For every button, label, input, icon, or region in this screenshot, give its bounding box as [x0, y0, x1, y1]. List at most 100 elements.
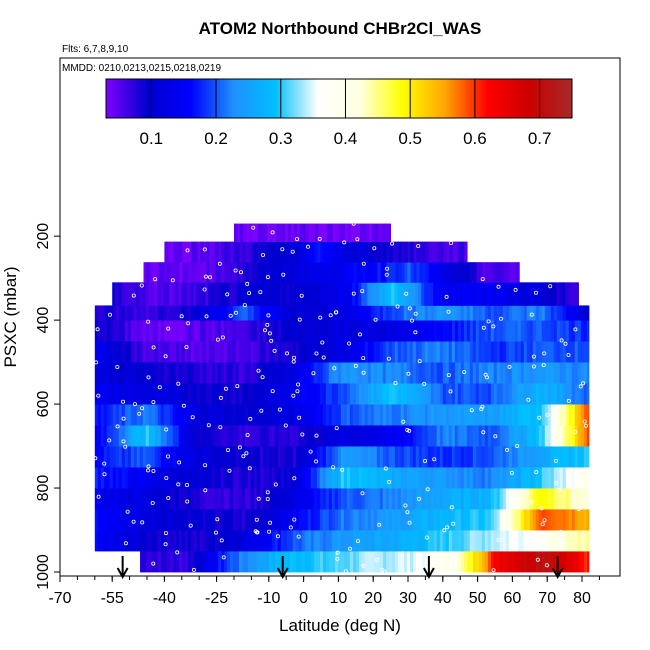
heatmap-cell: [491, 262, 495, 283]
heatmap: [94, 223, 590, 573]
heatmap-cell: [364, 362, 369, 384]
heatmap-cell: [223, 467, 228, 489]
sample-point: [166, 495, 171, 500]
heatmap-cell: [439, 282, 443, 306]
sample-point: [405, 427, 410, 432]
heatmap-cell: [367, 341, 372, 363]
heatmap-cell: [301, 488, 306, 510]
heatmap-cell: [493, 282, 497, 306]
heatmap-cell: [259, 383, 264, 405]
heatmap-cell: [340, 282, 344, 306]
heatmap-cell: [451, 341, 456, 363]
heatmap-cell: [523, 362, 528, 384]
heatmap-cell: [469, 509, 474, 531]
heatmap-cell: [521, 551, 525, 573]
heatmap-cell: [302, 262, 306, 283]
heatmap-cell: [361, 404, 366, 426]
heatmap-cell: [325, 305, 330, 321]
heatmap-cell: [187, 488, 192, 510]
sample-point: [496, 537, 501, 542]
heatmap-cell: [130, 320, 135, 342]
heatmap-cell: [583, 488, 588, 510]
heatmap-cell: [359, 241, 363, 263]
heatmap-cell: [586, 446, 590, 468]
heatmap-cell: [286, 509, 291, 531]
sample-point: [218, 425, 223, 430]
sample-point: [176, 482, 181, 487]
heatmap-cell: [259, 467, 264, 489]
heatmap-cell: [127, 362, 132, 384]
heatmap-cell: [553, 467, 558, 489]
heatmap-cell: [367, 383, 372, 405]
heatmap-cell: [418, 530, 423, 552]
sample-point: [407, 306, 412, 311]
heatmap-cell: [124, 341, 129, 363]
heatmap-cell: [286, 446, 291, 468]
heatmap-cell: [106, 362, 111, 384]
heatmap-cell: [316, 320, 321, 342]
heatmap-cell: [100, 425, 105, 447]
heatmap-cell: [395, 551, 399, 573]
heatmap-cell: [289, 383, 294, 405]
heatmap-cell: [368, 551, 372, 573]
heatmap-cell: [271, 446, 276, 468]
heatmap-cell: [190, 362, 195, 384]
heatmap-cell: [184, 509, 189, 531]
heatmap-cell: [466, 488, 471, 510]
heatmap-cell: [475, 467, 480, 489]
heatmap-cell: [196, 425, 201, 447]
heatmap-cell: [200, 262, 204, 283]
heatmap-cell: [526, 425, 531, 447]
heatmap-cell: [520, 425, 525, 447]
heatmap-cell: [310, 362, 315, 384]
heatmap-cell: [310, 509, 315, 531]
heatmap-cell: [334, 404, 339, 426]
heatmap-cell: [475, 446, 480, 468]
heatmap-cell: [181, 509, 186, 531]
heatmap-cell: [398, 551, 402, 573]
heatmap-cell: [364, 341, 369, 363]
heatmap-cell: [148, 320, 153, 342]
heatmap-cell: [391, 383, 396, 405]
sample-point: [204, 314, 209, 319]
heatmap-cell: [103, 425, 108, 447]
heatmap-cell: [391, 305, 396, 321]
heatmap-cell: [170, 551, 174, 573]
heatmap-cell: [148, 530, 153, 552]
heatmap-cell: [317, 241, 321, 263]
heatmap-cell: [535, 488, 540, 510]
heatmap-cell: [352, 305, 357, 321]
heatmap-cell: [238, 320, 243, 342]
heatmap-cell: [142, 425, 147, 447]
heatmap-cell: [398, 262, 402, 283]
heatmap-cell: [358, 282, 362, 306]
heatmap-cell: [436, 341, 441, 363]
heatmap-cell: [514, 282, 518, 306]
heatmap-cell: [389, 551, 393, 573]
heatmap-cell: [285, 223, 289, 243]
heatmap-cell: [494, 551, 498, 573]
heatmap-cell: [241, 488, 246, 510]
heatmap-cell: [490, 305, 495, 321]
heatmap-cell: [577, 320, 582, 342]
heatmap-cell: [325, 341, 330, 363]
heatmap-cell: [283, 446, 288, 468]
heatmap-cell: [292, 305, 297, 321]
heatmap-cell: [319, 488, 324, 510]
sample-point: [245, 281, 250, 286]
sample-point: [321, 355, 326, 360]
heatmap-cell: [283, 467, 288, 489]
heatmap-cell: [275, 551, 279, 573]
heatmap-cell: [559, 425, 564, 447]
heatmap-cell: [446, 241, 450, 263]
heatmap-cell: [445, 341, 450, 363]
heatmap-cell: [298, 282, 302, 306]
heatmap-cell: [223, 341, 228, 363]
heatmap-cell: [263, 262, 267, 283]
heatmap-cell: [163, 305, 168, 321]
sample-point: [95, 327, 100, 332]
heatmap-cell: [388, 282, 392, 306]
heatmap-cell: [340, 488, 345, 510]
heatmap-cell: [385, 488, 390, 510]
heatmap-cell: [566, 551, 570, 573]
